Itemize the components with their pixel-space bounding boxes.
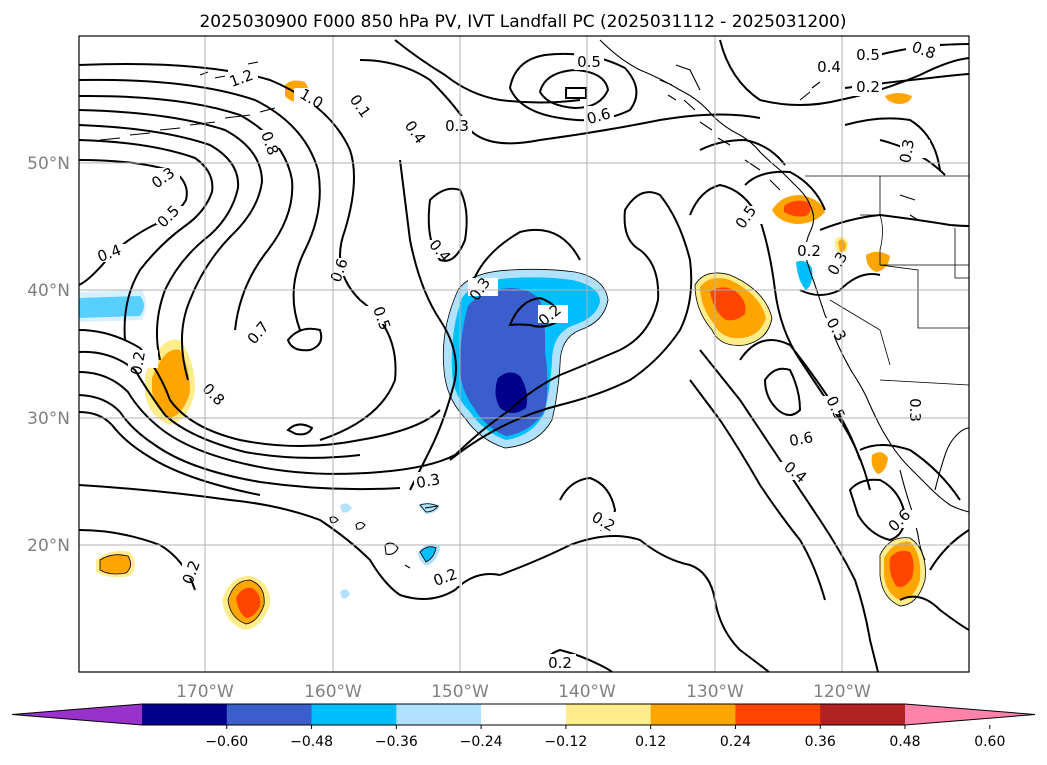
contour-label: 0.2 [856, 78, 880, 96]
colorbar-tick-label: 0.12 [635, 734, 666, 750]
colorbar-tick-label: −0.48 [290, 734, 333, 750]
lon-label: 150°W [431, 682, 489, 702]
contour-label: 0.2 [548, 654, 572, 672]
lon-label: 130°W [686, 682, 744, 702]
coastlines [99, 39, 970, 569]
contour-label: 0.3 [415, 470, 442, 492]
colorbar-segment [565, 704, 652, 725]
contour-label: 0.6 [788, 428, 815, 450]
map-panel: 1.2 1.0 0.1 0.8 0.4 0.3 0.5 0.6 0.3 0.5 … [78, 35, 970, 673]
colorbar-extend-high [905, 704, 1035, 725]
colorbar-tick-label: −0.12 [544, 734, 587, 750]
colorbar-segment [142, 704, 228, 725]
lon-label: 140°W [558, 682, 616, 702]
colorbar-tick-label: −0.36 [375, 734, 418, 750]
contour-label: 0.4 [817, 58, 841, 76]
negative-pv-core [495, 372, 528, 413]
colorbar-segment [735, 704, 821, 725]
lon-label: 120°W [813, 682, 871, 702]
lat-label: 40°N [27, 281, 70, 301]
lat-label: 30°N [27, 409, 70, 429]
colorbar-segment [226, 704, 313, 725]
contour-label: 0.3 [896, 138, 918, 165]
contour-label: 0.5 [856, 46, 880, 64]
contour-label: 0.6 [585, 104, 613, 128]
lat-label: 20°N [27, 536, 70, 556]
contour-labels: 1.2 1.0 0.1 0.8 0.4 0.3 0.5 0.6 0.3 0.5 … [95, 38, 940, 672]
contour-label: 0.5 [577, 53, 601, 71]
colorbar-segment [820, 704, 906, 725]
longitude-labels: 170°W 160°W 150°W 140°W 130°W 120°W [176, 682, 871, 702]
latitude-labels: 50°N 40°N 30°N 20°N [27, 154, 70, 556]
colorbar-segment [481, 704, 567, 725]
colorbar-tick-label: 0.48 [889, 734, 920, 750]
contour-label: 0.2 [127, 350, 149, 377]
colorbar-segment [650, 704, 736, 725]
colorbar-tick-label: −0.24 [460, 734, 503, 750]
contour-label: 0.3 [445, 117, 469, 135]
colorbar-segment [311, 704, 397, 725]
colorbar: −0.60 −0.48 −0.36 −0.24 −0.12 0.12 0.24 0.36 0.4… [11, 703, 1036, 750]
colorbar-segment [396, 704, 482, 725]
map-title: 2025030900 F000 850 hPa PV, IVT Landfall… [199, 12, 846, 32]
colorbar-tick-label: 0.36 [805, 734, 836, 750]
contour-label: 0.3 [906, 398, 924, 422]
graticule [79, 36, 969, 672]
lon-label: 160°W [304, 682, 362, 702]
colorbar-extend-low [12, 704, 142, 725]
lat-label: 50°N [27, 154, 70, 174]
map-frame [78, 35, 970, 673]
contour-label: 0.2 [797, 242, 821, 260]
colorbar-tick-label: 0.24 [720, 734, 751, 750]
colorbar-outline [11, 703, 1036, 726]
lon-label: 170°W [176, 682, 234, 702]
colorbar-tick-label: −0.60 [205, 734, 248, 750]
colorbar-tick-label: 0.60 [974, 734, 1005, 750]
